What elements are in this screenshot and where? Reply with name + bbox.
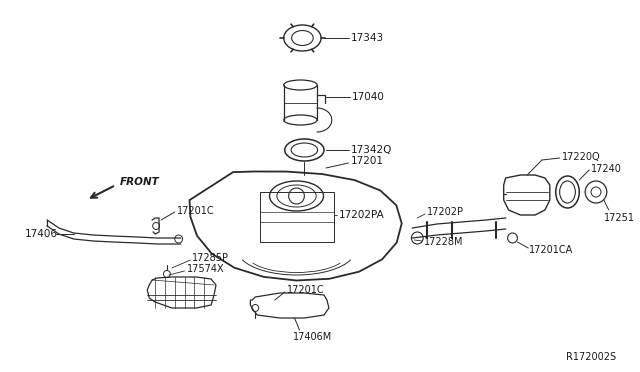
Text: 17574X: 17574X <box>186 264 224 274</box>
Text: 17201CA: 17201CA <box>529 245 573 255</box>
Text: 17285P: 17285P <box>193 253 229 263</box>
Text: 17343: 17343 <box>351 33 383 43</box>
Text: 17040: 17040 <box>351 92 385 102</box>
Text: FRONT: FRONT <box>120 177 159 187</box>
Text: 17228M: 17228M <box>424 237 463 247</box>
Text: 17240: 17240 <box>591 164 622 174</box>
Text: 17220Q: 17220Q <box>562 152 600 162</box>
Text: 17251: 17251 <box>604 213 635 223</box>
Text: 17202PA: 17202PA <box>339 210 385 220</box>
Text: R172002S: R172002S <box>566 352 616 362</box>
Text: 17406M: 17406M <box>292 332 332 342</box>
Text: 17406: 17406 <box>24 229 58 239</box>
Text: 17201C: 17201C <box>287 285 324 295</box>
Text: 17342Q: 17342Q <box>351 145 392 155</box>
Text: 17201: 17201 <box>351 156 383 166</box>
Text: 17202P: 17202P <box>427 207 464 217</box>
Text: 17201C: 17201C <box>177 206 214 216</box>
